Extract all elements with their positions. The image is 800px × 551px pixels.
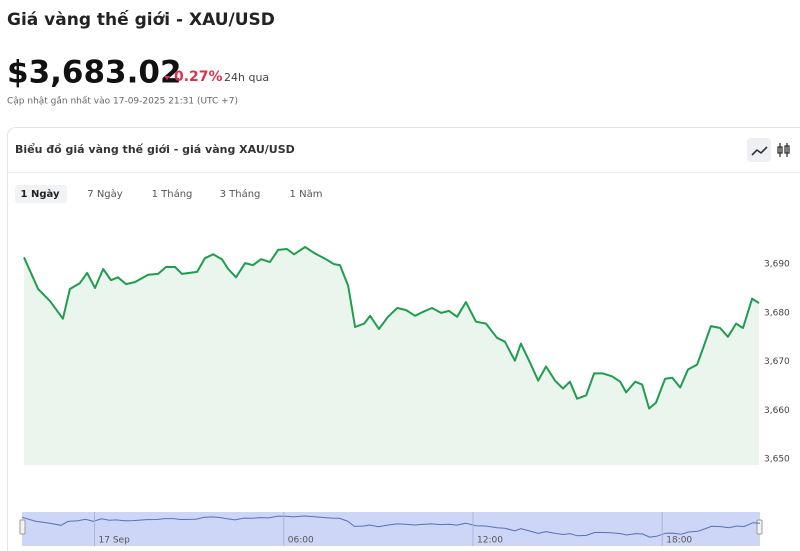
line-icon	[751, 146, 768, 156]
tab[interactable]: 1 Tháng	[152, 188, 193, 200]
tabs: 1 Ngày 7 Ngày 1 Tháng 3 Tháng 1 Năm	[15, 185, 322, 203]
y-tick-label: 3,660	[764, 406, 790, 416]
area	[24, 247, 759, 465]
candle-mode-button[interactable]	[777, 143, 790, 157]
page-title: Giá vàng thế giới - XAU/USD	[7, 9, 275, 30]
navigator[interactable]	[22, 512, 760, 546]
x-tick-label: 06:00	[288, 536, 314, 546]
navigator-line	[21, 515, 761, 538]
price: $3,683.02	[7, 55, 182, 91]
down-arrow	[164, 76, 170, 80]
tab[interactable]: 3 Tháng	[220, 188, 261, 200]
line-mode-button[interactable]	[747, 138, 771, 162]
plot: 3,650 3,660 3,670 3,680 3,690 17 Sep 06:00 12:0…	[21, 246, 790, 546]
y-tick-label: 3,690	[764, 260, 790, 270]
updated: Cập nhật gần nhất vào 17-09-2025 21:31 (…	[7, 96, 238, 107]
y-tick-label: 3,670	[764, 357, 790, 367]
x-tick-label: 17 Sep	[99, 536, 131, 546]
tab[interactable]: 7 Ngày	[87, 188, 122, 200]
tab-active	[15, 185, 67, 203]
tab[interactable]: 1 Ngày	[21, 188, 60, 200]
change: 0.27%	[174, 69, 223, 85]
x-tick-label: 12:00	[477, 536, 503, 546]
y-tick-label: 3,650	[764, 455, 790, 465]
navigator-handle[interactable]	[756, 519, 763, 535]
price-line	[23, 246, 760, 410]
y-tick-label: 3,680	[764, 308, 790, 318]
tab[interactable]: 1 Năm	[290, 189, 323, 200]
chart-title: Biểu đồ giá vàng thế giới - giá vàng XAU…	[15, 143, 295, 156]
navigator-handle[interactable]	[19, 519, 26, 535]
change-period: 24h qua	[224, 71, 269, 84]
x-tick-label: 18:00	[666, 536, 692, 546]
